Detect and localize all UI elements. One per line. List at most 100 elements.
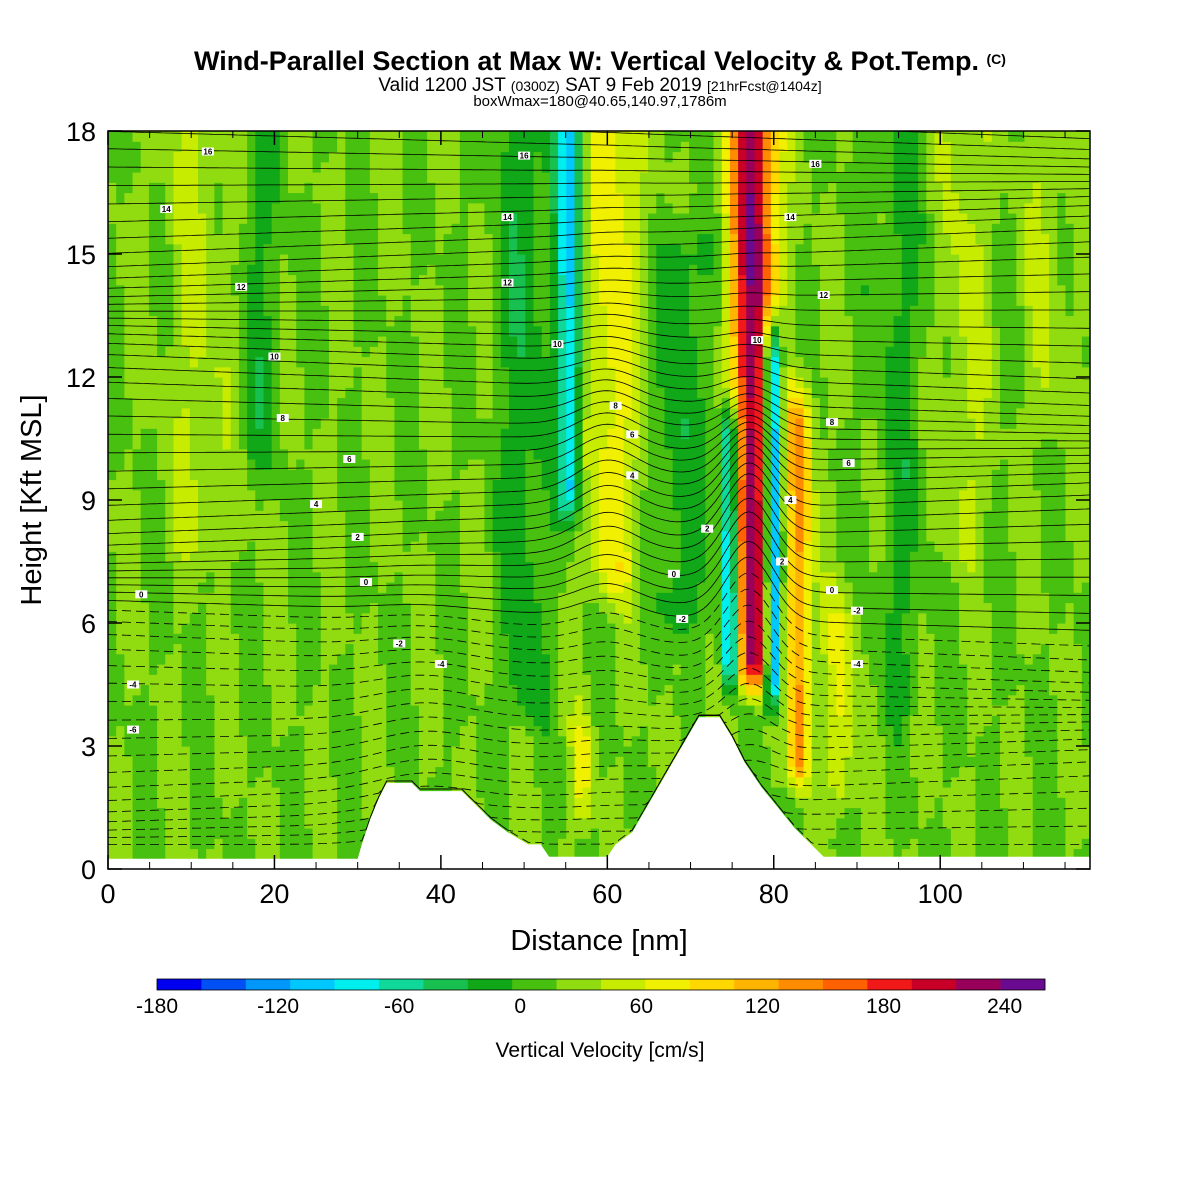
w-cell [394, 213, 404, 224]
w-cell [337, 387, 346, 399]
w-cell [410, 500, 420, 511]
w-cell [558, 182, 567, 194]
w-cell [623, 684, 633, 696]
w-cell [517, 746, 526, 757]
w-cell [500, 674, 510, 686]
w-cell [108, 725, 117, 737]
w-cell [648, 377, 657, 388]
w-cell [116, 561, 125, 573]
w-cell [378, 469, 387, 481]
w-cell [476, 735, 486, 747]
w-cell [140, 151, 150, 163]
w-cell [500, 530, 510, 542]
w-cell [443, 233, 453, 245]
w-cell [566, 828, 576, 839]
w-cell [165, 182, 175, 194]
w-cell [369, 489, 379, 501]
w-cell [484, 520, 494, 532]
w-cell [541, 592, 551, 604]
w-cell [582, 223, 592, 235]
w-cell [173, 428, 183, 440]
w-cell [525, 694, 535, 706]
w-cell [517, 612, 526, 624]
w-cell [623, 448, 633, 460]
w-cell [222, 674, 232, 686]
w-cell [337, 797, 346, 809]
w-cell [271, 438, 281, 450]
w-cell [410, 141, 420, 153]
w-cell [558, 653, 567, 665]
w-cell [140, 602, 150, 614]
w-cell [508, 315, 518, 327]
w-cell [361, 284, 371, 296]
w-cell [181, 264, 191, 276]
w-cell [451, 674, 461, 686]
w-cell [508, 653, 518, 665]
w-cell [189, 387, 199, 399]
w-cell [206, 336, 215, 347]
w-cell [566, 264, 576, 276]
w-cell [181, 838, 191, 850]
w-cell [296, 664, 305, 675]
w-cell [132, 582, 142, 593]
w-cell [189, 151, 199, 163]
w-cell [181, 305, 191, 317]
w-cell [582, 571, 592, 583]
w-cell [607, 500, 616, 511]
w-cell [639, 459, 649, 470]
w-cell [214, 264, 224, 276]
w-cell [582, 274, 592, 286]
w-cell [476, 407, 486, 419]
w-cell [116, 643, 125, 655]
w-cell [566, 633, 576, 645]
w-cell [189, 571, 199, 583]
w-cell [558, 489, 567, 501]
w-cell [517, 448, 526, 460]
w-cell [443, 315, 453, 327]
w-cell [517, 356, 526, 368]
w-cell [427, 418, 436, 429]
w-cell [271, 848, 281, 860]
w-cell [288, 725, 297, 737]
w-cell [198, 797, 207, 809]
w-cell [566, 243, 576, 255]
w-cell [337, 469, 346, 481]
w-cell [230, 377, 240, 388]
w-cell [206, 612, 215, 624]
w-cell [108, 182, 117, 194]
w-cell [263, 725, 273, 737]
w-cell [623, 541, 633, 552]
w-cell [410, 325, 420, 337]
w-cell [157, 438, 166, 450]
w-cell [500, 561, 510, 573]
w-cell [198, 766, 207, 778]
w-cell [566, 438, 576, 450]
w-cell [541, 735, 551, 747]
w-cell [132, 766, 142, 778]
w-cell [500, 817, 510, 829]
w-cell [525, 776, 535, 788]
w-cell [312, 725, 322, 737]
w-cell [533, 172, 543, 183]
w-cell [517, 346, 526, 358]
w-cell [271, 489, 281, 501]
w-cell [148, 807, 158, 819]
w-cell [288, 766, 297, 778]
w-cell [386, 766, 396, 778]
w-cell [230, 633, 240, 645]
w-cell [271, 530, 281, 542]
w-cell [656, 377, 666, 388]
w-cell [500, 397, 510, 409]
w-cell [108, 243, 117, 255]
w-cell [378, 223, 387, 235]
w-cell [525, 705, 535, 716]
w-cell [500, 633, 510, 645]
w-cell [549, 223, 559, 235]
w-cell [427, 674, 436, 686]
w-cell [312, 828, 322, 839]
w-cell [279, 592, 289, 604]
w-cell [435, 243, 445, 255]
w-cell [108, 551, 117, 563]
w-cell [361, 448, 371, 460]
w-cell [369, 366, 379, 378]
